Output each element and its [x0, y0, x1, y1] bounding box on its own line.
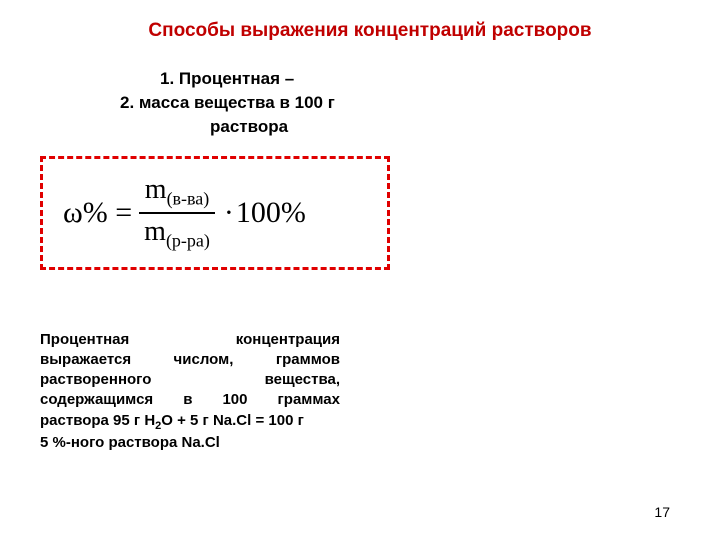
- formula-dot: ·: [224, 196, 234, 230]
- description-text: Процентная концентрация выражается числом,…: [40, 330, 340, 454]
- den-sub: (р-ра): [166, 231, 210, 251]
- formula-lhs: ω% =: [63, 196, 132, 230]
- list-item-1: 1. Процентная –: [160, 67, 670, 91]
- formula-fraction: m(в-ва) m(р-ра): [138, 174, 216, 251]
- num-sub: (в-ва): [167, 189, 210, 209]
- desc-l1a: Процентная: [40, 330, 129, 350]
- desc-l4a: содержащимся: [40, 390, 153, 410]
- desc-l4c: 100: [222, 390, 247, 410]
- desc-l2b: числом,: [174, 350, 234, 370]
- desc-l4d: граммах: [278, 390, 340, 410]
- formula-tail: 100%: [236, 196, 306, 230]
- den-main: m: [144, 216, 166, 247]
- list-item-2-line1: 2. масса вещества в 100 г: [120, 91, 670, 115]
- desc-l2c: граммов: [276, 350, 340, 370]
- desc-l5: раствора 95 г H2O + 5 г Na.Cl = 100 г: [40, 411, 340, 434]
- num-main: m: [145, 174, 167, 205]
- desc-l4b: в: [183, 390, 192, 410]
- formula-denominator: m(р-ра): [138, 214, 216, 252]
- formula-box: ω% = m(в-ва) m(р-ра) · 100%: [40, 156, 390, 269]
- list-item-2-line2: раствора: [210, 115, 670, 139]
- desc-l3a: растворенного: [40, 370, 151, 390]
- page-number: 17: [654, 504, 670, 520]
- desc-l3b: вещества,: [265, 370, 340, 390]
- desc-l5b: O + 5 г Na.Cl = 100 г: [161, 412, 304, 429]
- desc-l5a: раствора 95 г H: [40, 412, 155, 429]
- desc-l1b: концентрация: [236, 330, 340, 350]
- formula-numerator: m(в-ва): [139, 174, 216, 214]
- definition-list: 1. Процентная – 2. масса вещества в 100 …: [120, 67, 670, 138]
- desc-l6: 5 %-ного раствора Na.Cl: [40, 433, 340, 453]
- desc-l2a: выражается: [40, 350, 131, 370]
- slide-title: Способы выражения концентраций растворов: [70, 20, 670, 42]
